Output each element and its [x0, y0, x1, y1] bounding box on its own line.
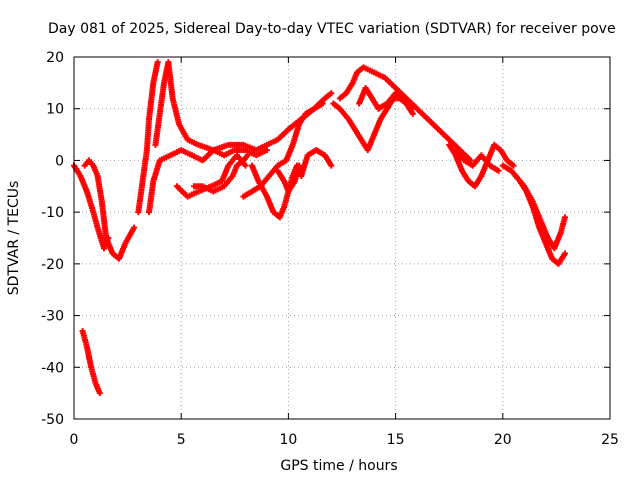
data-point: [495, 167, 502, 174]
data-point: [96, 390, 103, 397]
y-tick-label: 20: [46, 50, 64, 66]
y-tick-label: -20: [41, 257, 64, 273]
y-tick-label: -30: [41, 309, 64, 325]
data-point: [242, 162, 249, 169]
data-point: [328, 162, 335, 169]
data-point: [131, 224, 138, 231]
data-point: [328, 90, 335, 97]
data-point: [154, 59, 161, 66]
x-tick-label: 25: [601, 432, 619, 448]
data-point: [409, 110, 416, 117]
x-tick-label: 0: [70, 432, 79, 448]
data-point: [244, 152, 251, 159]
data-point: [319, 100, 326, 107]
x-tick-label: 20: [494, 432, 512, 448]
x-tick-label: 10: [279, 432, 297, 448]
data-point: [561, 250, 568, 257]
data-point: [263, 147, 270, 154]
chart-title: Day 081 of 2025, Sidereal Day-to-day VTE…: [48, 21, 616, 37]
data-point: [561, 214, 568, 221]
x-tick-label: 5: [177, 432, 186, 448]
y-tick-label: -50: [41, 412, 64, 428]
data-points: [71, 59, 568, 397]
data-point: [510, 162, 517, 169]
y-tick-label: -10: [41, 205, 64, 221]
x-axis-label: GPS time / hours: [280, 458, 397, 474]
x-tick-label: 15: [387, 432, 405, 448]
y-axis-label: SDTVAR / TECUs: [6, 181, 22, 296]
y-tick-label: -40: [41, 360, 64, 376]
ticks: 0 5 10 15 20 25 20 10 0 -10 -20 -30 -40 -50: [41, 50, 619, 448]
y-tick-label: 10: [46, 102, 64, 118]
plot-frame: [73, 56, 611, 420]
grid: [74, 57, 610, 419]
y-tick-label: 0: [55, 153, 64, 169]
data-point: [409, 105, 416, 112]
